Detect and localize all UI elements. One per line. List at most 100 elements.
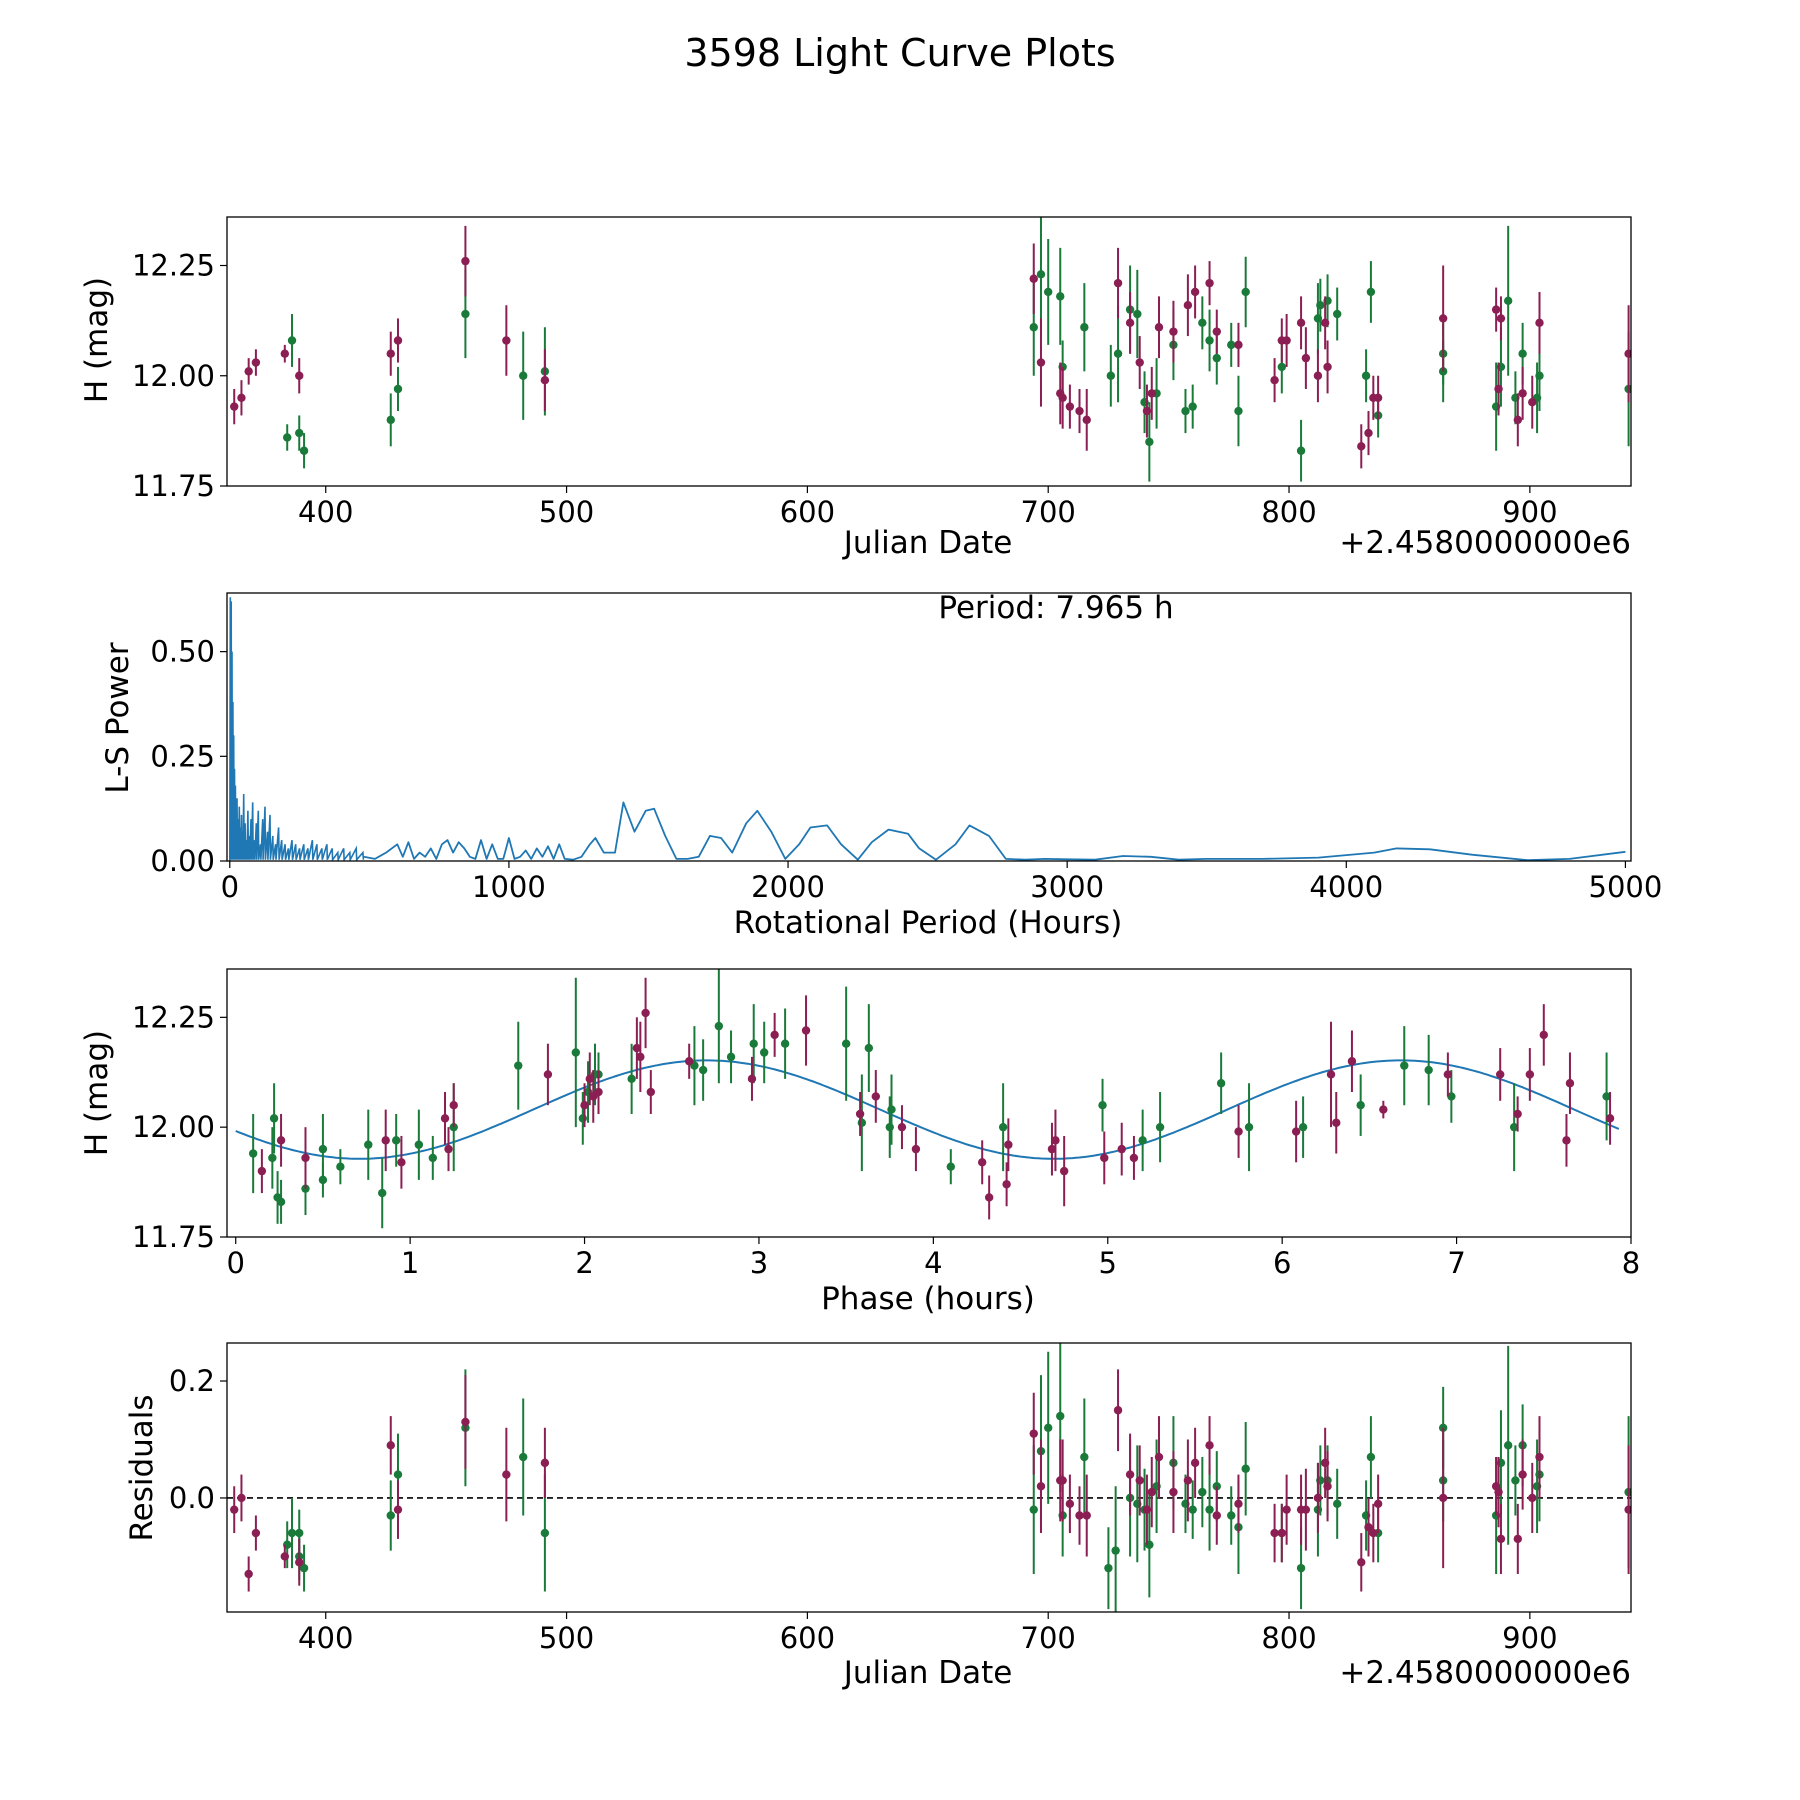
- phase-g-point: [449, 1122, 458, 1132]
- resid-ytick-label: 0.0: [169, 1481, 215, 1515]
- resid-g-point: [1332, 1499, 1342, 1509]
- phase-r-point: [397, 1158, 406, 1167]
- ls-power-line: [363, 801, 1626, 861]
- lc-r-point: [1535, 318, 1544, 328]
- phase-r-point: [444, 1144, 453, 1154]
- lc-r-point: [1438, 314, 1448, 323]
- lc-r-point: [1082, 415, 1091, 425]
- phase-r-point: [1562, 1136, 1571, 1145]
- phase-r-point: [1129, 1153, 1139, 1163]
- phase-g-point: [1155, 1122, 1165, 1132]
- resid-g-point: [1511, 1476, 1520, 1485]
- lc-g-point: [1113, 349, 1123, 358]
- resid-ylabel: Residuals: [124, 1394, 160, 1541]
- lc-r-point: [1169, 327, 1178, 336]
- phase-r-point: [257, 1166, 267, 1176]
- phase-g-point: [1447, 1092, 1456, 1101]
- lc-ytick-label: 12.25: [132, 249, 215, 283]
- lc-g-point: [1056, 292, 1065, 301]
- phase-ylabel: H (mag): [79, 1030, 115, 1156]
- phase-g-point: [627, 1074, 636, 1084]
- resid-r-point: [1142, 1505, 1152, 1514]
- phase-g-point: [378, 1188, 387, 1198]
- phase-g-point: [885, 1122, 894, 1132]
- lc-g-point: [1080, 323, 1089, 332]
- phase-g-point: [318, 1144, 328, 1154]
- lc-r-point: [1058, 393, 1067, 403]
- phase-r-point: [1347, 1057, 1357, 1066]
- lc-g-point: [1181, 406, 1190, 416]
- lc-r-point: [1357, 442, 1366, 451]
- lc-r-point: [1113, 278, 1123, 288]
- lc-r-point: [1183, 300, 1193, 310]
- lc-r-point: [540, 375, 550, 385]
- resid-r-point: [244, 1569, 253, 1579]
- lc-g-point: [1332, 309, 1342, 319]
- phase-r-point: [977, 1158, 987, 1167]
- resid-r-point: [1518, 1470, 1527, 1479]
- lc-r-point: [230, 402, 239, 411]
- ls-plot-area: [229, 597, 1626, 861]
- phase-xtick-label: 4: [924, 1246, 942, 1280]
- resid-r-point: [1313, 1493, 1323, 1503]
- phase-g-point: [887, 1105, 896, 1114]
- phase-ytick-label: 12.00: [132, 1110, 215, 1144]
- lc-r-point: [1135, 358, 1144, 367]
- phase-r-point: [911, 1144, 921, 1154]
- resid-r-point: [461, 1417, 470, 1427]
- phase-xtick-label: 6: [1273, 1246, 1291, 1280]
- lc-r-point: [393, 336, 403, 345]
- resid-r-point: [1154, 1452, 1164, 1462]
- resid-ytick-label: 0.2: [169, 1364, 215, 1398]
- phase-xtick-label: 2: [575, 1246, 593, 1280]
- lc-r-point: [461, 256, 470, 266]
- phase-g-point: [1098, 1100, 1107, 1110]
- resid-r-point: [1624, 1505, 1631, 1514]
- phase-r-point: [1379, 1105, 1388, 1114]
- resid-r-point: [1082, 1511, 1091, 1520]
- phase-r-point: [770, 1030, 779, 1040]
- phase-r-point: [585, 1074, 594, 1084]
- resid-r-point: [295, 1558, 304, 1567]
- lc-g-point: [386, 415, 395, 425]
- phase-r-point: [632, 1043, 642, 1053]
- phase-r-point: [1495, 1070, 1505, 1079]
- resid-r-point: [237, 1493, 246, 1503]
- resid-r-point: [1357, 1558, 1366, 1567]
- phase-g-point: [1138, 1136, 1147, 1145]
- lc-g-point: [519, 371, 528, 380]
- ls-ytick-label: 0.00: [150, 844, 215, 878]
- phase-xtick-label: 1: [401, 1246, 419, 1280]
- lc-r-point: [1491, 305, 1501, 314]
- phase-frame: [226, 968, 1632, 1238]
- phase-g-point: [1509, 1122, 1519, 1132]
- resid-r-point: [1270, 1528, 1279, 1538]
- phase-g-point: [1244, 1122, 1254, 1132]
- lc-r-point: [1494, 384, 1503, 394]
- phase-g-point: [364, 1140, 373, 1149]
- phase-ytick-label: 12.25: [132, 1000, 215, 1034]
- periodogram-panel: Rotational Period (Hours) L-S Power Peri…: [100, 590, 1662, 941]
- ls-xtick-label: 1000: [472, 870, 546, 904]
- phase-r-point: [855, 1109, 865, 1119]
- resid-xtick-label: 700: [1021, 1621, 1076, 1655]
- phase-g-point: [1400, 1061, 1409, 1070]
- lc-g-point: [1227, 340, 1236, 350]
- phase-r-point: [1002, 1180, 1011, 1189]
- lc-xtick-label: 400: [298, 495, 353, 529]
- lc-plot-area: [230, 217, 1631, 482]
- resid-g-point: [1056, 1411, 1065, 1421]
- resid-r-point: [1234, 1499, 1243, 1509]
- resid-r-point: [1135, 1476, 1144, 1485]
- phase-r-point: [871, 1092, 881, 1101]
- resid-g-point: [386, 1511, 395, 1520]
- lc-r-point: [1364, 428, 1373, 438]
- phase-g-point: [1216, 1079, 1226, 1088]
- lc-g-point: [295, 428, 304, 438]
- resid-r-point: [540, 1458, 550, 1468]
- lc-g-point: [1133, 309, 1142, 319]
- phase-r-point: [1047, 1144, 1057, 1154]
- resid-g-point: [1241, 1464, 1250, 1473]
- residuals-panel: Julian Date Residuals +2.4580000000e6 40…: [124, 1342, 1632, 1691]
- lc-ytick-label: 11.75: [132, 469, 215, 503]
